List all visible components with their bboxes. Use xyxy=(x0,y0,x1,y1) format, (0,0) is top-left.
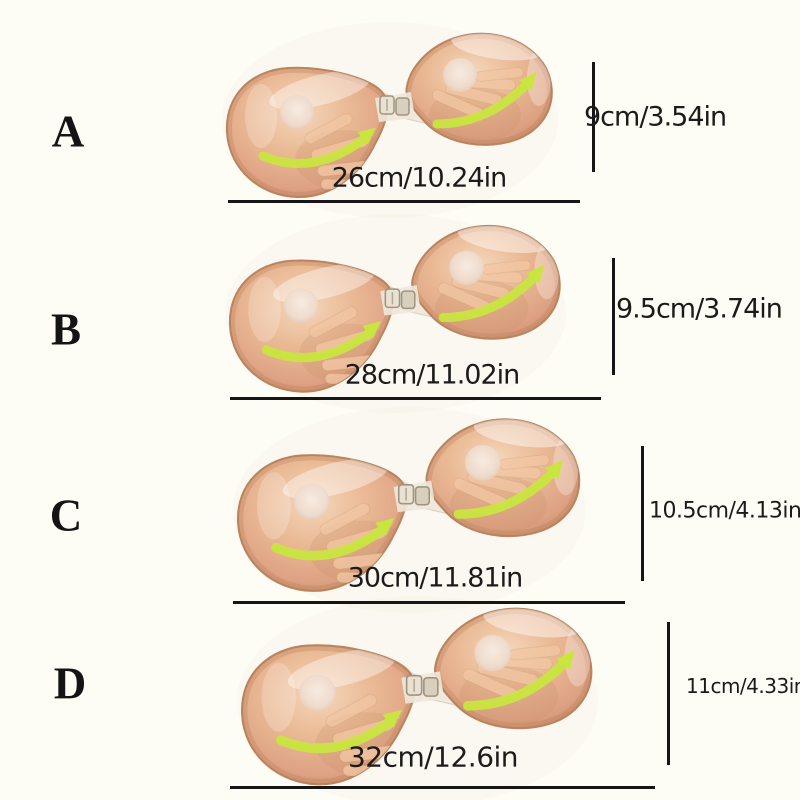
size-label-c: C xyxy=(49,490,83,541)
width-measurement-a: 26cm/10.24in xyxy=(331,162,508,194)
height-line-b xyxy=(612,258,615,375)
height-line-a xyxy=(592,62,595,172)
width-measurement-c: 30cm/11.81in xyxy=(347,562,524,594)
height-measurement-c: 10.5cm/4.13in xyxy=(649,498,800,524)
height-line-d xyxy=(667,622,670,765)
width-measurement-b: 28cm/11.02in xyxy=(344,359,521,391)
height-measurement-b: 9.5cm/3.74in xyxy=(616,293,783,325)
width-line-b xyxy=(230,397,601,400)
size-label-b: B xyxy=(50,304,82,355)
height-measurement-d: 11cm/4.33in xyxy=(686,674,800,698)
width-line-a xyxy=(228,200,580,203)
size-label-a: A xyxy=(51,106,85,157)
width-line-d xyxy=(230,786,655,789)
width-measurement-d: 32cm/12.6in xyxy=(347,740,519,774)
width-line-c xyxy=(233,601,625,604)
height-line-c xyxy=(641,446,644,581)
height-measurement-a: 9cm/3.54in xyxy=(584,101,727,133)
size-label-d: D xyxy=(53,658,87,709)
